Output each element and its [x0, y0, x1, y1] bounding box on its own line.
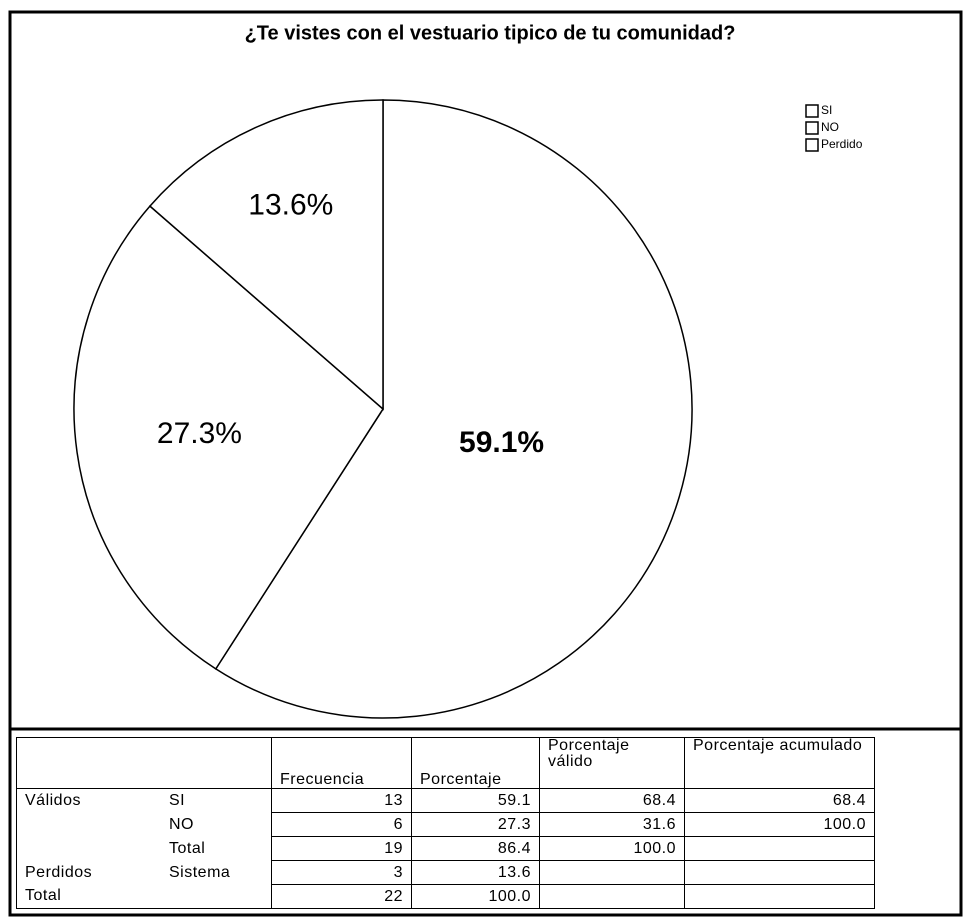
- table-cell: 22: [271, 884, 412, 909]
- table-cell: 6: [271, 812, 412, 837]
- header-cell: [16, 737, 161, 789]
- slice-label: 13.6%: [248, 188, 333, 221]
- table-cell: 13.6: [411, 860, 540, 885]
- header-cell: Porcentaje: [411, 737, 540, 789]
- pie-slice: [148, 99, 384, 411]
- table-cell: [16, 812, 161, 837]
- table-cell: Sistema: [169, 863, 231, 881]
- header-row: Frecuencia Porcentaje Porcentaje válido Por…: [16, 737, 875, 789]
- legend-swatch: [805, 121, 819, 135]
- table-cell: 86.4: [411, 836, 540, 861]
- legend-label: SI: [821, 103, 832, 117]
- chart-title: ¿Te vistes con el vestuario tipico de tu…: [245, 22, 736, 44]
- header-cell: Frecuencia: [271, 737, 412, 789]
- table-cell: 59.1: [411, 788, 540, 813]
- table-cell: [539, 860, 685, 885]
- table-cell: NO: [169, 815, 194, 833]
- legend-swatch: [805, 138, 819, 152]
- table-cell: [539, 884, 685, 909]
- pie-slice: [214, 99, 693, 719]
- table-cell: [684, 836, 875, 861]
- table-cell: Perdidos: [16, 860, 161, 885]
- table-cell: Válidos: [16, 788, 161, 813]
- table-cell: 100.0: [684, 812, 875, 837]
- frequency-table: Frecuencia Porcentaje Porcentaje válido Por…: [16, 737, 875, 909]
- table-row: Perdidos Sistema 3 13.6: [16, 860, 875, 885]
- table-cell: Total: [16, 884, 161, 909]
- header-cell: Porcentaje válido: [539, 737, 685, 789]
- table-row: Total 22 100.0: [16, 884, 875, 909]
- legend-label: Perdido: [821, 137, 863, 151]
- slice-label: 27.3%: [157, 417, 242, 450]
- table-cell: 19: [271, 836, 412, 861]
- header-cell: Porcentaje acumulado: [684, 737, 875, 789]
- table-row: Válidos SI 13 59.1 68.4 68.4: [16, 788, 875, 813]
- table-cell: 31.6: [539, 812, 685, 837]
- table-row: Total 19 86.4 100.0: [16, 836, 875, 861]
- pie-slice: [73, 205, 384, 670]
- table-cell: [16, 836, 161, 861]
- legend-label: NO: [821, 120, 839, 134]
- table-cell: 27.3: [411, 812, 540, 837]
- header-cell: [161, 737, 272, 789]
- table-row: NO 6 27.3 31.6 100.0: [16, 812, 875, 837]
- table-cell: [161, 884, 272, 909]
- frame: [8, 10, 963, 917]
- table-cell: Total: [169, 839, 206, 857]
- slice-label: 59.1%: [459, 426, 544, 459]
- legend-swatch: [805, 104, 819, 118]
- table-cell: 100.0: [411, 884, 540, 909]
- table-cell: 13: [271, 788, 412, 813]
- table-cell: 3: [271, 860, 412, 885]
- table-cell: 100.0: [539, 836, 685, 861]
- table-cell: 68.4: [684, 788, 875, 813]
- table-cell: [684, 860, 875, 885]
- table-cell: 68.4: [539, 788, 685, 813]
- table-cell: SI: [169, 791, 186, 809]
- table-cell: [684, 884, 875, 909]
